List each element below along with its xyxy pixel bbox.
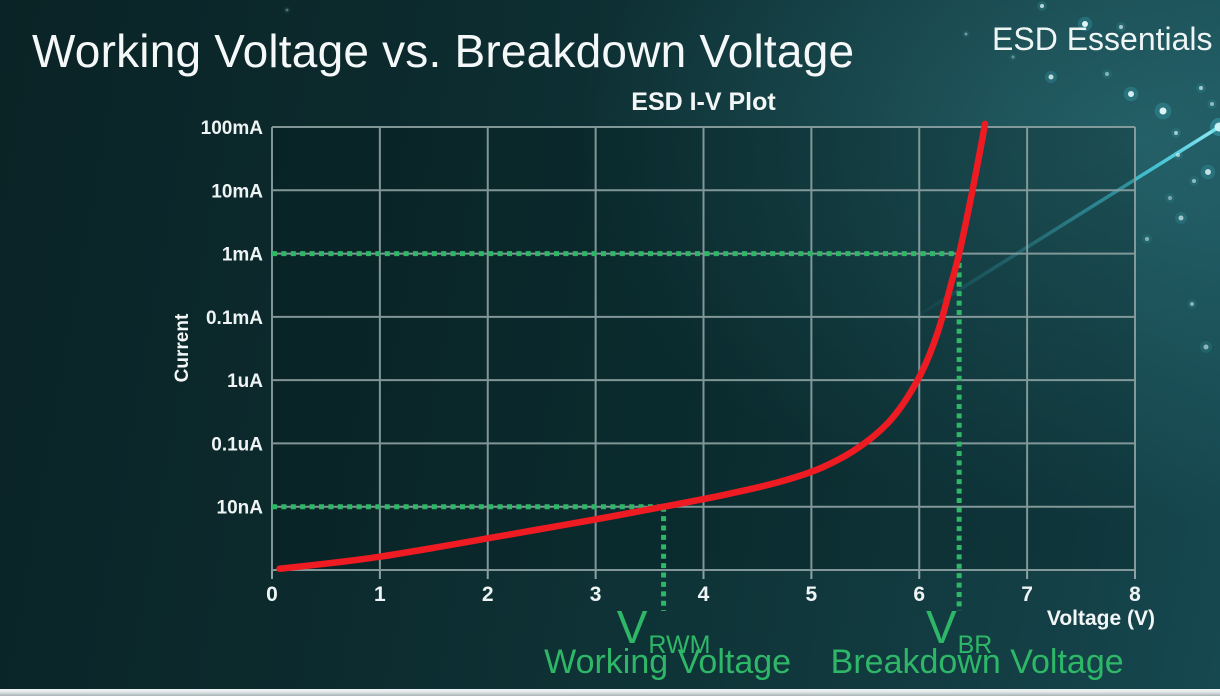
x-tick-label: 5 (806, 583, 818, 606)
particle-dot (1119, 25, 1123, 29)
marker-symbol-vrwm: VRWM (616, 601, 711, 659)
particle-dot (1048, 74, 1054, 80)
y-tick-label: 0.1mA (206, 308, 263, 329)
y-tick-label: 10nA (217, 498, 264, 519)
y-tick-label: 1mA (222, 245, 263, 266)
marker-symbol-vbr: VBR (925, 601, 993, 659)
particle-dot (1082, 21, 1088, 27)
particle-dot (1192, 179, 1196, 183)
particle-dot (1105, 72, 1109, 76)
particle-dot (1203, 344, 1209, 350)
y-tick-label: 10mA (211, 181, 263, 202)
brand-text: ESD Essentials (992, 21, 1213, 57)
y-tick-label: 100mA (201, 118, 264, 139)
particle-halo (283, 6, 291, 14)
swoosh-tip (1214, 122, 1220, 132)
particle-dot (1176, 153, 1180, 157)
particle-dot (1199, 86, 1203, 90)
particle-dot (1145, 237, 1149, 241)
marker-caption-vrwm: Working Voltage (544, 643, 792, 681)
bottom-edge-strip (0, 689, 1220, 696)
marker-caption-vbr: Breakdown Voltage (830, 643, 1124, 681)
marker-guides-vrwm (272, 504, 667, 611)
x-tick-label: 7 (1021, 583, 1033, 606)
x-tick-label: 1 (374, 583, 386, 606)
swoosh-line (901, 125, 1220, 327)
x-tick-label: 3 (590, 583, 602, 606)
particle-dot (1011, 55, 1015, 59)
y-tick-label: 0.1uA (211, 434, 263, 455)
x-tick-label: 8 (1129, 583, 1141, 606)
chart-title: ESD I-V Plot (631, 88, 776, 116)
particle-dot (1190, 302, 1194, 306)
particle-halo (1165, 193, 1175, 203)
particle-dot (1040, 4, 1044, 8)
particle-dot (1205, 169, 1211, 175)
marker-guides-vbr (272, 251, 962, 611)
particle-dot (1159, 107, 1167, 115)
x-axis-title: Voltage (V) (1046, 607, 1155, 630)
iv-curve (276, 120, 989, 572)
particle-dot (1210, 102, 1214, 106)
slide-title: Working Voltage vs. Breakdown Voltage (32, 25, 855, 77)
particle-dot (1174, 131, 1178, 135)
x-tick-label: 2 (482, 583, 494, 606)
particle-dot (1168, 196, 1172, 200)
x-tick-label: 0 (266, 583, 278, 606)
x-tick-label: 4 (698, 583, 710, 606)
x-tick-label: 6 (913, 583, 925, 606)
particle-dot (1178, 215, 1184, 221)
particle-dot (1128, 91, 1134, 97)
particle-halo (1009, 53, 1017, 61)
particle-dot (285, 8, 289, 12)
particle-halo (962, 30, 970, 38)
particle-dot (964, 32, 968, 36)
y-tick-label: 1uA (227, 371, 263, 392)
